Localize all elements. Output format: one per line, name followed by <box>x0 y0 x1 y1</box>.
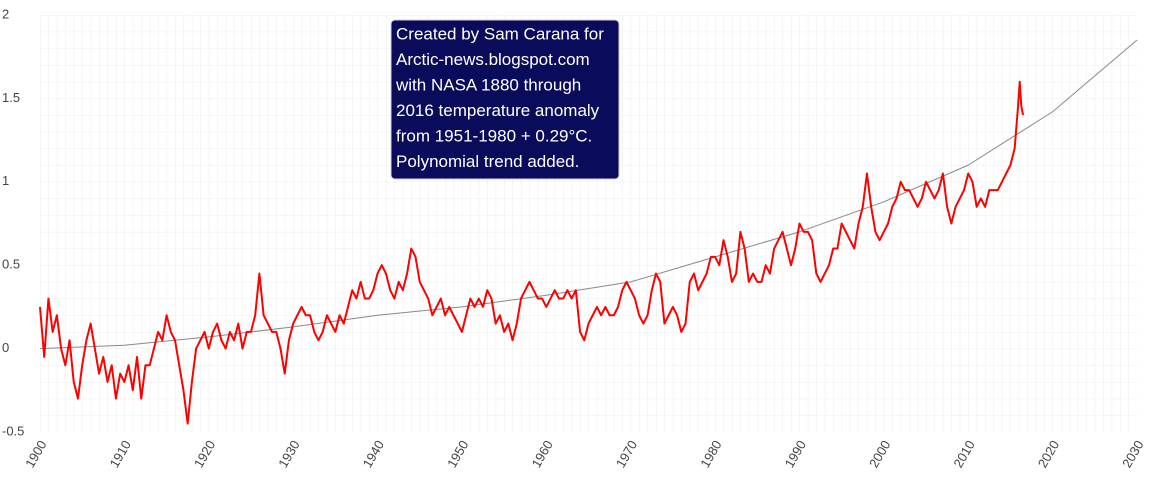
x-tick-label: 1920 <box>191 438 218 471</box>
x-tick-label: 1970 <box>613 438 640 471</box>
x-tick-label: 2020 <box>1035 438 1062 471</box>
annotation-line: 2016 temperature anomaly <box>396 101 600 120</box>
x-tick-label: 1930 <box>275 438 302 471</box>
y-tick-label: 0.5 <box>2 257 20 272</box>
x-tick-label: 1980 <box>697 438 724 471</box>
x-tick-label: 2010 <box>950 438 977 471</box>
series-line <box>39 80 1025 425</box>
annotation-line: Created by Sam Carana for <box>396 24 604 43</box>
x-tick-label: 1950 <box>444 438 471 471</box>
x-tick-label: 2000 <box>866 438 893 471</box>
annotation-line: Polynomial trend added. <box>396 152 579 171</box>
x-tick-label: 1960 <box>528 438 555 471</box>
annotation-box <box>390 19 620 180</box>
y-tick-label: 1.5 <box>2 90 20 105</box>
x-tick-label: 1940 <box>360 438 387 471</box>
annotation: Created by Sam Carana for Arctic-news.blo… <box>395 24 604 171</box>
annotation-line: with NASA 1880 through <box>395 75 581 94</box>
x-tick-label: 1910 <box>107 438 134 471</box>
y-tick-label: -0.5 <box>2 423 24 438</box>
annotation-line: from 1951-1980 + 0.29°C. <box>396 126 592 145</box>
series-line <box>39 39 1138 350</box>
y-tick-label: 1 <box>2 173 9 188</box>
lines <box>39 39 1138 425</box>
x-tick-label: 2030 <box>1119 438 1146 471</box>
x-tick-label: 1990 <box>782 438 809 471</box>
y-tick-label: 0 <box>2 340 9 355</box>
y-tick-label: 2 <box>2 6 9 21</box>
annotation-line: Arctic-news.blogspot.com <box>396 50 590 69</box>
x-tick-label: 1900 <box>22 438 49 471</box>
